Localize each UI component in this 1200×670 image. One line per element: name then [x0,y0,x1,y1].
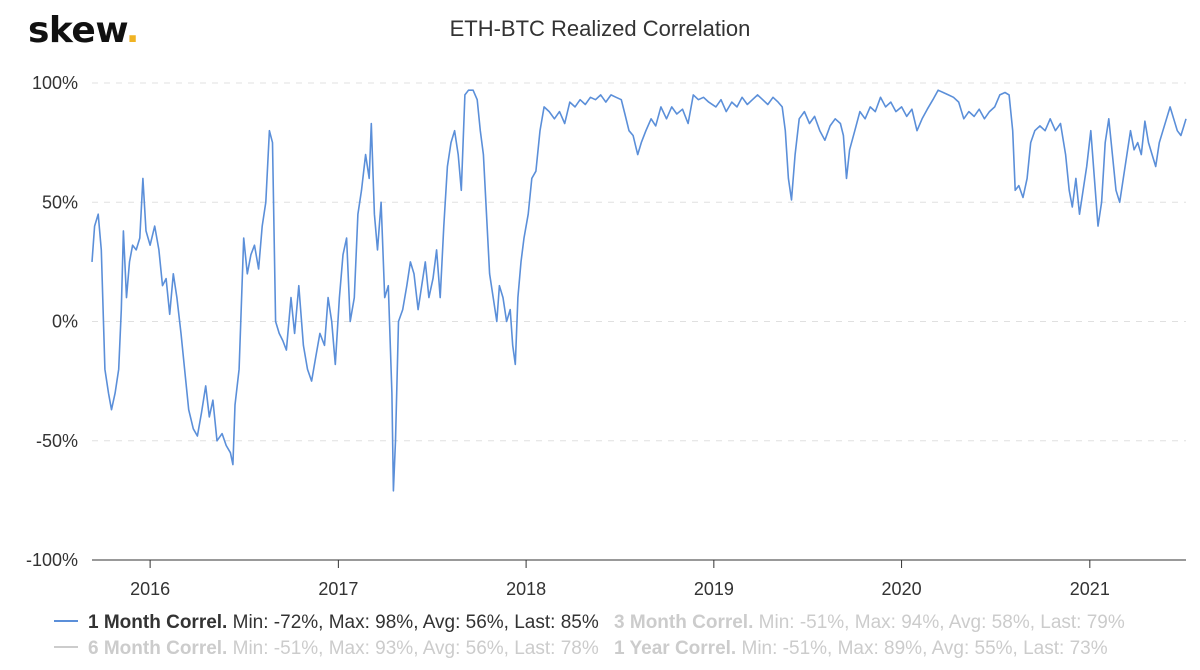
y-tick-label: 50% [42,192,78,212]
logo-dot: . [125,10,140,51]
grid-lines [92,82,1186,442]
skew-logo: skew. [28,10,139,51]
y-axis-ticks: 100% 50% 0% -50% -100% [26,73,78,570]
x-axis: 2016 2017 2018 2019 2020 2021 [92,559,1186,599]
legend-item-1-month[interactable]: 1 Month Correl. Min: -72%, Max: 98%, Avg… [54,612,599,634]
x-tick-label: 2020 [882,579,922,599]
x-tick-label: 2017 [318,579,358,599]
legend-stats: Min: -51%, Max: 93%, Avg: 56%, Last: 78% [232,638,599,659]
y-tick-label: -100% [26,550,78,570]
y-tick-label: -50% [36,431,78,451]
legend-name: 1 Month Correl. [88,612,228,633]
logo-text: skew [28,10,126,51]
legend-name: 6 Month Correl. [88,638,228,659]
x-tick-label: 2018 [506,579,546,599]
legend-name: 3 Month Correl. [614,612,754,633]
correlation-chart: 100%50%0%-50%-100% 2016 2017 2018 2019 2020 2… [26,73,1187,599]
x-tick-label: 2019 [694,579,734,599]
legend-row-2: 6 Month Correl. Min: -51%, Max: 93%, Avg… [54,638,1118,666]
x-tick-label: 2021 [1070,579,1110,599]
series-line-0 [91,89,1187,492]
chart-title: ETH-BTC Realized Correlation [449,16,751,41]
y-tick-label: 0% [52,312,78,332]
legend-swatch-6-month [54,645,78,648]
legend-item-6-month[interactable]: 6 Month Correl. Min: -51%, Max: 93%, Avg… [54,638,599,660]
series-lines [91,89,1187,492]
x-tick-label: 2016 [130,579,170,599]
legend-stats: Min: -51%, Max: 94%, Avg: 58%, Last: 79% [758,612,1125,633]
legend-item-3-month[interactable]: 3 Month Correl. Min: -51%, Max: 94%, Avg… [614,612,1125,634]
legend-swatch-1-month [54,619,78,622]
legend-item-1-year[interactable]: 1 Year Correl. Min: -51%, Max: 89%, Avg:… [614,638,1108,660]
legend-stats: Min: -72%, Max: 98%, Avg: 56%, Last: 85% [232,612,599,633]
legend-row-1: 1 Month Correl. Min: -72%, Max: 98%, Avg… [54,612,1135,640]
legend-name: 1 Year Correl. [614,638,737,659]
y-tick-label: 100% [32,73,78,93]
legend-stats: Min: -51%, Max: 89%, Avg: 55%, Last: 73% [741,638,1108,659]
